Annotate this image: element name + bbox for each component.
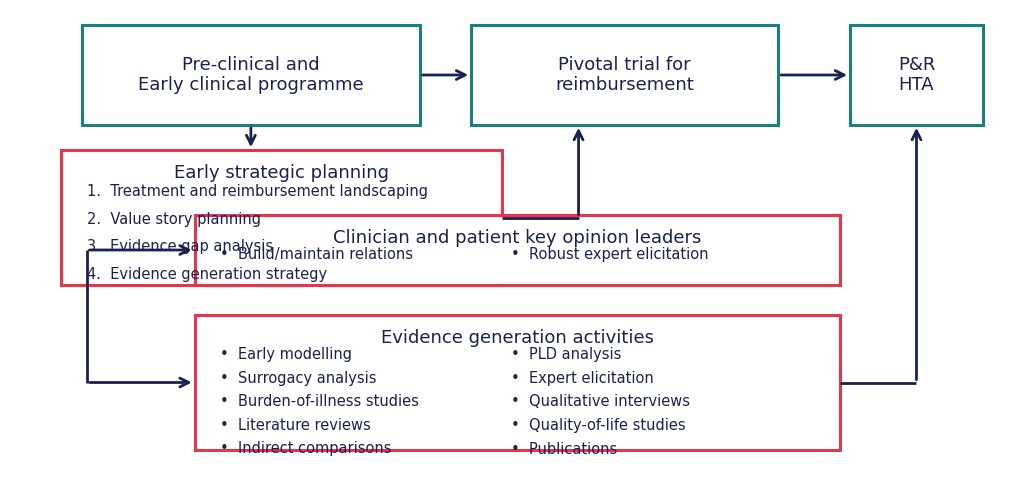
FancyBboxPatch shape	[195, 215, 840, 285]
Text: 2.  Value story planning: 2. Value story planning	[87, 212, 261, 226]
Text: •  Robust expert elicitation: • Robust expert elicitation	[511, 248, 709, 262]
Text: 4.  Evidence generation strategy: 4. Evidence generation strategy	[87, 266, 327, 281]
Text: •  Surrogacy analysis: • Surrogacy analysis	[220, 371, 377, 386]
FancyBboxPatch shape	[471, 25, 778, 125]
Text: •  Qualitative interviews: • Qualitative interviews	[511, 394, 690, 409]
Text: 3.  Evidence gap analysis: 3. Evidence gap analysis	[87, 239, 273, 254]
Text: •  Build/maintain relations: • Build/maintain relations	[220, 248, 413, 262]
Text: •  Early modelling: • Early modelling	[220, 348, 352, 362]
Text: •  PLD analysis: • PLD analysis	[511, 348, 621, 362]
Text: Pivotal trial for
reimbursement: Pivotal trial for reimbursement	[555, 56, 694, 94]
Text: P&R
HTA: P&R HTA	[898, 56, 935, 94]
Text: Clinician and patient key opinion leaders: Clinician and patient key opinion leader…	[333, 229, 701, 247]
Text: Pre-clinical and
Early clinical programme: Pre-clinical and Early clinical programm…	[138, 56, 364, 94]
FancyBboxPatch shape	[850, 25, 983, 125]
Text: •  Indirect comparisons: • Indirect comparisons	[220, 442, 391, 456]
Text: •  Publications: • Publications	[511, 442, 616, 456]
Text: Early strategic planning: Early strategic planning	[174, 164, 389, 182]
Text: •  Literature reviews: • Literature reviews	[220, 418, 371, 433]
Text: Evidence generation activities: Evidence generation activities	[381, 329, 653, 347]
Text: •  Burden-of-illness studies: • Burden-of-illness studies	[220, 394, 419, 409]
Text: •  Quality-of-life studies: • Quality-of-life studies	[511, 418, 685, 433]
FancyBboxPatch shape	[61, 150, 502, 285]
FancyBboxPatch shape	[82, 25, 420, 125]
Text: 1.  Treatment and reimbursement landscaping: 1. Treatment and reimbursement landscapi…	[87, 184, 428, 199]
Text: •  Expert elicitation: • Expert elicitation	[511, 371, 653, 386]
FancyBboxPatch shape	[195, 315, 840, 450]
